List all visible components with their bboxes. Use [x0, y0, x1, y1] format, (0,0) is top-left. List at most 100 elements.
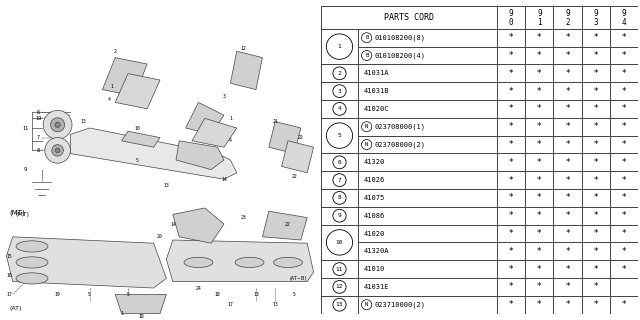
- Bar: [610, 171, 638, 189]
- Text: *: *: [565, 87, 570, 96]
- Text: *: *: [621, 69, 626, 78]
- Bar: [321, 100, 358, 118]
- Polygon shape: [115, 294, 166, 314]
- Text: *: *: [537, 140, 541, 149]
- Bar: [497, 225, 525, 243]
- Text: 20: 20: [157, 234, 163, 239]
- Bar: [582, 207, 610, 225]
- Text: 4: 4: [338, 107, 341, 111]
- Circle shape: [362, 300, 372, 310]
- Polygon shape: [269, 122, 301, 154]
- Text: *: *: [565, 247, 570, 256]
- Text: 7: 7: [338, 178, 341, 183]
- Bar: [358, 153, 497, 171]
- Text: *: *: [621, 176, 626, 185]
- Bar: [358, 118, 497, 136]
- Bar: [321, 225, 358, 260]
- Text: 41020: 41020: [364, 230, 385, 236]
- Bar: [321, 64, 358, 82]
- Text: *: *: [593, 158, 598, 167]
- Text: 4: 4: [229, 138, 232, 143]
- Text: 1: 1: [338, 44, 341, 49]
- Bar: [525, 153, 554, 171]
- Text: *: *: [509, 247, 513, 256]
- Text: *: *: [621, 229, 626, 238]
- Text: 010108200(4): 010108200(4): [375, 52, 426, 59]
- Text: *: *: [537, 283, 541, 292]
- Bar: [582, 100, 610, 118]
- Text: (AT~B): (AT~B): [290, 276, 307, 281]
- Text: *: *: [565, 193, 570, 203]
- Bar: [525, 29, 554, 47]
- Bar: [497, 189, 525, 207]
- Text: *: *: [621, 33, 626, 42]
- Bar: [554, 82, 582, 100]
- Text: 9
1: 9 1: [537, 9, 541, 27]
- Bar: [554, 64, 582, 82]
- Polygon shape: [262, 211, 307, 240]
- Bar: [321, 189, 358, 207]
- Text: 13: 13: [253, 292, 259, 297]
- Text: *: *: [537, 176, 541, 185]
- Polygon shape: [282, 141, 314, 173]
- Text: 023710000(2): 023710000(2): [375, 301, 426, 308]
- Text: 23: 23: [241, 215, 246, 220]
- Text: *: *: [565, 122, 570, 131]
- Bar: [610, 47, 638, 64]
- Bar: [610, 189, 638, 207]
- Text: 5: 5: [88, 292, 91, 297]
- Bar: [554, 118, 582, 136]
- Circle shape: [333, 298, 346, 311]
- Circle shape: [333, 209, 346, 222]
- Text: 1: 1: [120, 311, 123, 316]
- Bar: [358, 225, 497, 243]
- Text: 24: 24: [196, 285, 201, 291]
- Ellipse shape: [236, 257, 264, 268]
- Text: *: *: [565, 158, 570, 167]
- Text: *: *: [593, 87, 598, 96]
- Bar: [610, 6, 638, 29]
- Bar: [497, 153, 525, 171]
- Bar: [358, 243, 497, 260]
- Bar: [497, 82, 525, 100]
- Circle shape: [333, 263, 346, 276]
- Text: 41010: 41010: [364, 266, 385, 272]
- Bar: [358, 171, 497, 189]
- Bar: [582, 260, 610, 278]
- Bar: [358, 207, 497, 225]
- Text: 5: 5: [338, 133, 341, 138]
- Bar: [582, 278, 610, 296]
- Text: *: *: [509, 33, 513, 42]
- Text: *: *: [509, 140, 513, 149]
- Text: 22: 22: [292, 173, 297, 179]
- Bar: [525, 278, 554, 296]
- Bar: [321, 278, 358, 296]
- Text: *: *: [509, 229, 513, 238]
- Bar: [610, 243, 638, 260]
- Text: *: *: [621, 158, 626, 167]
- Circle shape: [333, 102, 346, 115]
- Text: 13: 13: [164, 183, 169, 188]
- Text: *: *: [565, 140, 570, 149]
- Bar: [321, 118, 358, 153]
- Text: *: *: [537, 265, 541, 274]
- Text: N: N: [365, 302, 368, 307]
- Text: 41320: 41320: [364, 159, 385, 165]
- Bar: [497, 6, 525, 29]
- Bar: [525, 64, 554, 82]
- Text: *: *: [593, 122, 598, 131]
- Text: 14: 14: [221, 177, 227, 182]
- Text: 9
4: 9 4: [621, 9, 627, 27]
- Text: *: *: [509, 104, 513, 113]
- Text: *: *: [621, 140, 626, 149]
- Text: 19: 19: [35, 116, 42, 121]
- Text: 1: 1: [111, 84, 113, 89]
- Text: *: *: [565, 51, 570, 60]
- Text: *: *: [537, 51, 541, 60]
- Text: 2: 2: [114, 49, 116, 54]
- Text: *: *: [509, 265, 513, 274]
- Text: 12: 12: [241, 45, 246, 51]
- Circle shape: [52, 145, 63, 156]
- Bar: [497, 118, 525, 136]
- Circle shape: [362, 140, 372, 149]
